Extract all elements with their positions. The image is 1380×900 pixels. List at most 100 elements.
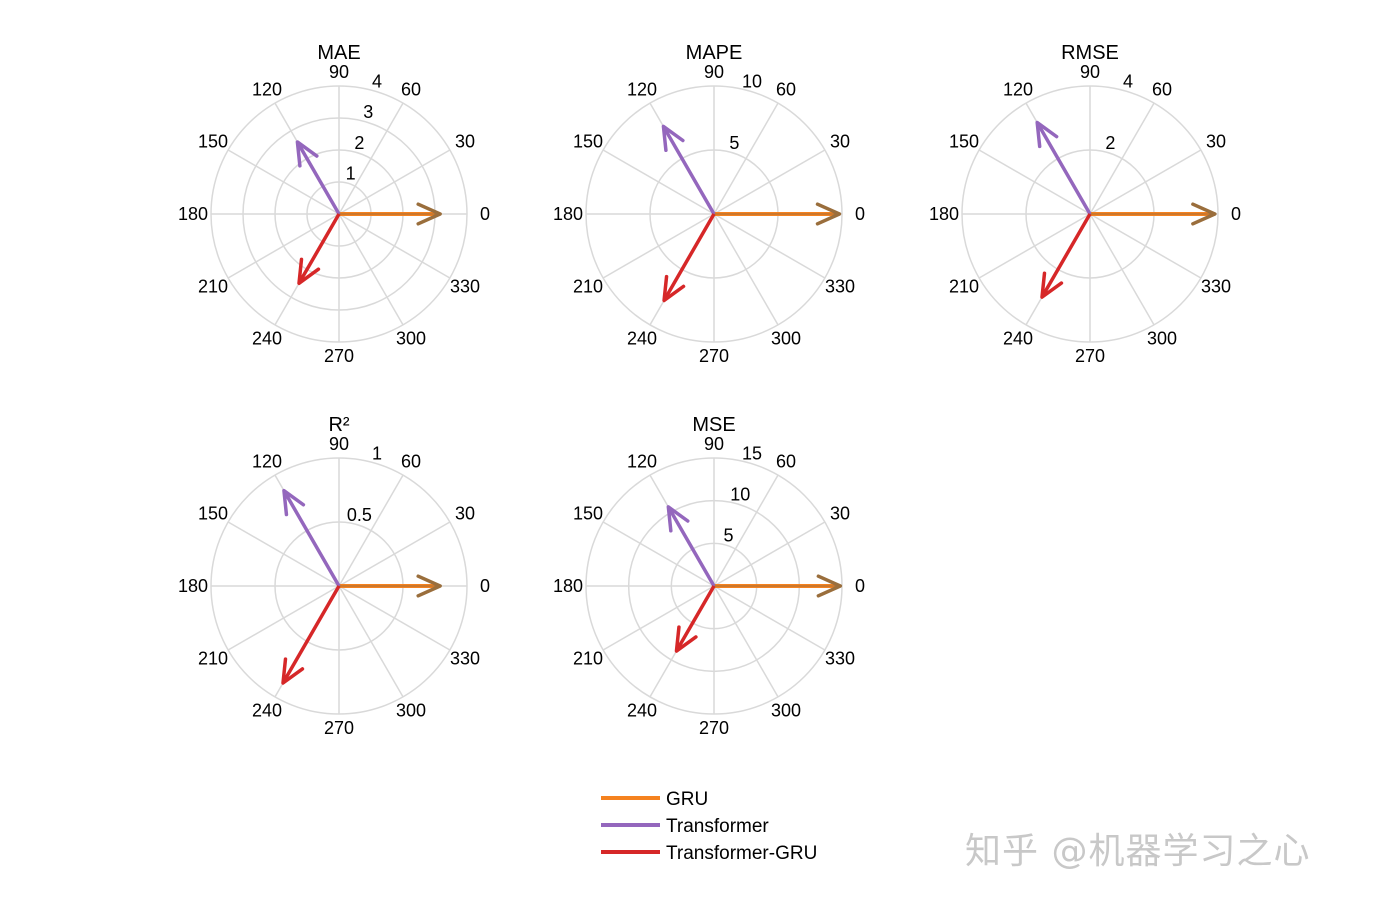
arrow-head (297, 257, 321, 286)
theta-tick-label: 120 (252, 79, 282, 99)
theta-tick-label: 60 (401, 79, 421, 99)
arrow-shaft (1040, 213, 1092, 299)
theta-tick-label: 210 (198, 277, 228, 297)
theta-tick-label: 150 (949, 131, 979, 151)
theta-tick-label: 60 (776, 451, 796, 471)
arrow-shaft (666, 506, 716, 587)
legend-label: GRU (666, 789, 708, 810)
grid-spoke (602, 521, 715, 587)
r-tick-label: 10 (730, 484, 750, 504)
theta-tick-label: 270 (1075, 346, 1105, 366)
grid-spoke (1089, 213, 1155, 326)
r-tick-label: 1 (372, 443, 382, 463)
grid-spoke (338, 213, 404, 326)
grid-spoke (713, 213, 826, 279)
arrow-gru (1090, 202, 1217, 226)
theta-tick-label: 180 (178, 576, 208, 596)
r-tick-label: 0.5 (347, 505, 372, 525)
theta-tick-label: 300 (396, 701, 426, 721)
theta-tick-label: 270 (699, 346, 729, 366)
arrow-gru (714, 574, 843, 598)
theta-tick-label: 330 (450, 277, 480, 297)
arrow-head (416, 202, 442, 226)
theta-tick-label: 210 (198, 649, 228, 669)
theta-tick-label: 0 (480, 204, 490, 224)
polar-plot-0: 0 30 60 90 120 150 180 210 240 270 300 330 1 2 3 4 MAE (178, 42, 490, 366)
r-tick-label: 2 (1105, 133, 1115, 153)
theta-tick-label: 0 (1231, 204, 1241, 224)
grid-spoke (227, 213, 340, 279)
theta-tick-label: 240 (252, 329, 282, 349)
theta-tick-label: 240 (252, 701, 282, 721)
arrow-head (666, 505, 690, 533)
grid-spoke (713, 474, 779, 587)
arrow-shaft (281, 585, 341, 684)
theta-tick-label: 90 (704, 62, 724, 82)
grid-spoke (338, 585, 451, 651)
arrow-transformer (661, 124, 716, 215)
grid-spoke (338, 585, 404, 698)
theta-tick-label: 120 (1003, 79, 1033, 99)
grid-spoke (338, 521, 451, 587)
theta-tick-label: 30 (1206, 131, 1226, 151)
r-tick-label: 1 (346, 164, 356, 184)
arrow-shaft (662, 213, 716, 302)
theta-tick-label: 180 (178, 204, 208, 224)
arrow-head (1035, 120, 1059, 149)
theta-tick-label: 240 (1003, 329, 1033, 349)
arrow-head (295, 140, 319, 168)
arrow-head (1040, 271, 1064, 299)
arrow-transformer-gru (281, 585, 341, 685)
grid-spoke (713, 213, 779, 326)
theta-tick-label: 300 (396, 329, 426, 349)
arrow-transformer (282, 488, 341, 587)
theta-tick-label: 120 (627, 451, 657, 471)
theta-tick-label: 300 (771, 329, 801, 349)
theta-tick-label: 240 (627, 701, 657, 721)
arrow-head (416, 574, 442, 598)
theta-tick-label: 90 (704, 434, 724, 454)
arrow-transformer-gru (1040, 213, 1092, 299)
grid-spoke (713, 149, 826, 215)
theta-tick-label: 300 (1147, 329, 1177, 349)
theta-tick-label: 180 (553, 576, 583, 596)
grid-spoke (1089, 213, 1202, 279)
theta-tick-label: 270 (324, 718, 354, 738)
theta-tick-label: 270 (324, 346, 354, 366)
r-tick-label: 2 (354, 133, 364, 153)
theta-tick-label: 150 (573, 131, 603, 151)
grid-spoke (1089, 149, 1202, 215)
arrow-transformer-gru (674, 585, 716, 653)
arrow-head (281, 657, 305, 685)
r-tick-label: 15 (742, 443, 762, 463)
grid-spoke (713, 102, 779, 215)
arrow-shaft (295, 141, 341, 215)
theta-tick-label: 180 (553, 204, 583, 224)
theta-tick-label: 30 (830, 503, 850, 523)
grid-spoke (978, 149, 1091, 215)
theta-tick-label: 270 (699, 718, 729, 738)
grid-spoke (713, 585, 826, 651)
theta-tick-label: 90 (1080, 62, 1100, 82)
theta-tick-label: 150 (198, 503, 228, 523)
arrow-head (282, 488, 306, 517)
legend-label: Transformer (666, 816, 769, 837)
r-tick-label: 3 (363, 102, 373, 122)
theta-tick-label: 240 (627, 329, 657, 349)
theta-tick-label: 330 (450, 649, 480, 669)
arrow-transformer (295, 140, 341, 215)
legend-label: Transformer-GRU (666, 843, 817, 864)
theta-tick-label: 180 (929, 204, 959, 224)
grid-spoke (227, 149, 340, 215)
theta-tick-label: 120 (252, 451, 282, 471)
theta-tick-label: 150 (198, 131, 228, 151)
arrow-head (815, 202, 842, 226)
theta-tick-label: 210 (573, 649, 603, 669)
theta-tick-label: 0 (855, 576, 865, 596)
theta-tick-label: 60 (776, 79, 796, 99)
grid-spoke (1089, 102, 1155, 215)
grid-spoke (602, 149, 715, 215)
arrow-shaft (661, 125, 716, 215)
